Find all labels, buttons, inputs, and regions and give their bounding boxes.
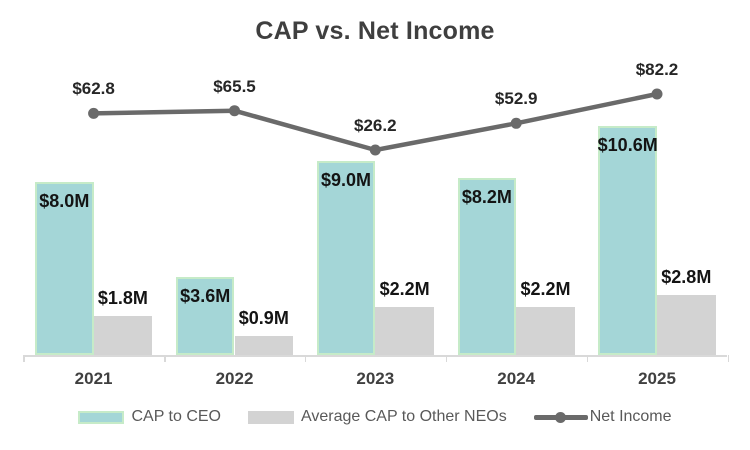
net-income-marker-2021 [88, 107, 100, 119]
bar-other-neos-2022 [234, 335, 294, 355]
legend-line-marker-icon [533, 411, 588, 424]
bar-other-neos-2024 [516, 307, 575, 355]
x-tick-label-2022: 2022 [215, 369, 254, 388]
legend: CAP to CEO Average CAP to Other NEOs Net I… [0, 408, 750, 426]
net-income-marker-2022 [229, 105, 240, 117]
line-label-net-income-2022: $65.5 [213, 76, 256, 96]
x-axis-tick-2 [304, 355, 307, 362]
net-income-marker-2025 [651, 88, 663, 100]
legend-swatch-other-neos [247, 410, 294, 424]
bar-label-other-neos-2025: $2.8M [661, 266, 712, 287]
x-tick-label-2023: 2023 [356, 369, 395, 388]
bar-label-cap-to-ceo-2025: $10.6M [597, 135, 658, 156]
x-tick-label-2024: 2024 [497, 369, 536, 388]
bar-cap-to-ceo-2023 [316, 160, 376, 355]
bar-other-neos-2023 [375, 307, 434, 355]
legend-item-cap-to-ceo: CAP to CEO [78, 408, 221, 426]
legend-item-other-neos: Average CAP to Other NEOs [247, 408, 507, 426]
bar-cap-to-ceo-2025 [598, 126, 657, 355]
bar-label-cap-to-ceo-2021: $8.0M [39, 191, 90, 212]
x-axis-tick-1 [164, 355, 166, 362]
net-income-marker-2024 [510, 117, 522, 129]
bar-label-cap-to-ceo-2023: $9.0M [320, 169, 371, 190]
line-label-net-income-2025: $82.2 [635, 60, 679, 79]
legend-label-net-income: Net Income [589, 408, 672, 425]
bar-other-neos-2021 [93, 316, 153, 355]
x-tick-label-2021: 2021 [74, 369, 113, 388]
x-tick-label-2025: 2025 [638, 369, 676, 388]
legend-item-net-income: Net Income [533, 408, 672, 426]
x-axis-tick-4 [586, 355, 589, 362]
bar-label-other-neos-2023: $2.2M [379, 279, 430, 300]
bar-other-neos-2025 [657, 294, 716, 355]
net-income-marker-2023 [369, 144, 381, 156]
legend-label-cap-to-ceo: CAP to CEO [131, 408, 221, 425]
bar-label-other-neos-2024: $2.2M [520, 279, 571, 300]
bar-cap-to-ceo-2021 [35, 182, 94, 355]
x-axis-line [23, 355, 728, 357]
bar-label-cap-to-ceo-2024: $8.2M [461, 186, 512, 207]
bar-label-other-neos-2022: $0.9M [238, 307, 289, 328]
bar-cap-to-ceo-2024 [457, 177, 517, 355]
bar-cap-to-ceo-2022 [175, 277, 235, 355]
bar-label-other-neos-2021: $1.8M [97, 288, 148, 309]
bar-label-cap-to-ceo-2022: $3.6M [180, 286, 231, 307]
line-label-net-income-2024: $52.9 [494, 89, 538, 109]
x-axis-tick-5 [727, 355, 729, 362]
x-axis-tick-0 [23, 355, 25, 362]
x-axis-tick-3 [445, 355, 448, 362]
legend-line-dot [554, 411, 566, 423]
line-label-net-income-2023: $26.2 [354, 116, 397, 135]
legend-swatch-cap-to-ceo [78, 410, 125, 424]
legend-label-other-neos: Average CAP to Other NEOs [300, 408, 507, 425]
chart-title: CAP vs. Net Income [255, 17, 495, 45]
line-label-net-income-2021: $62.8 [72, 79, 115, 99]
